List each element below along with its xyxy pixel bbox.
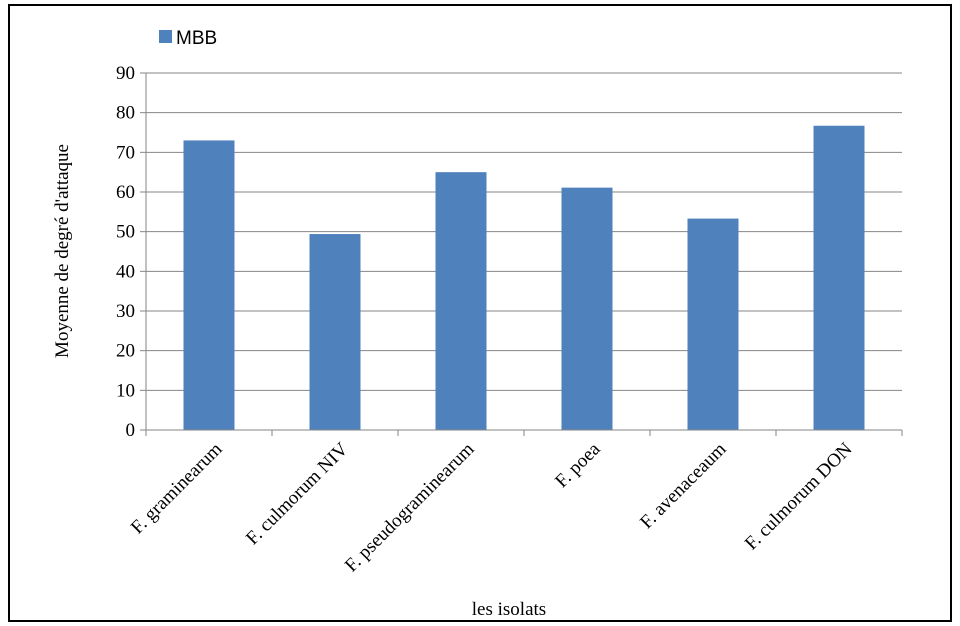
bars	[183, 125, 865, 431]
x-axis-title: les isolats	[472, 599, 546, 620]
y-tick-label: 10	[116, 380, 135, 401]
x-tick-label: F. graminearum	[127, 439, 227, 539]
bar	[183, 140, 235, 430]
y-tick-label: 30	[116, 301, 135, 322]
legend: MBB	[159, 28, 217, 49]
y-tick-label: 50	[116, 222, 135, 243]
gridlines	[146, 72, 902, 391]
y-tick-label: 90	[116, 63, 135, 84]
y-tick-label: 40	[116, 261, 135, 282]
y-tick-label: 60	[116, 182, 135, 203]
y-tick-labels: 0 10 20 30 40 50 60 70 80 90	[116, 63, 135, 441]
x-tick-label: F. avenaceaum	[636, 439, 731, 534]
legend-label-mbb: MBB	[176, 28, 217, 49]
y-tick-label: 80	[116, 103, 135, 124]
x-tick-label: F. pseudograminearum	[341, 439, 479, 577]
x-tick-label: F. poea	[551, 438, 605, 492]
y-tick-label: 70	[116, 142, 135, 163]
y-tick-label: 0	[126, 420, 136, 441]
bar	[813, 125, 865, 431]
chart-frame: 0 10 20 30 40 50 60 70 80 90 F. graminearum F. cul…	[8, 4, 952, 622]
bar	[561, 187, 613, 430]
y-tick-label: 20	[116, 341, 135, 362]
x-tick-label: F. culmorum NIV	[242, 438, 353, 549]
legend-swatch-mbb	[159, 30, 172, 43]
bar	[687, 218, 739, 430]
bar	[435, 172, 487, 430]
bar	[309, 234, 361, 430]
x-tick-label: F. culmorum DON	[741, 438, 857, 554]
axes	[140, 72, 903, 436]
y-axis-title: Moyenne de degré d'attaque	[52, 144, 73, 358]
